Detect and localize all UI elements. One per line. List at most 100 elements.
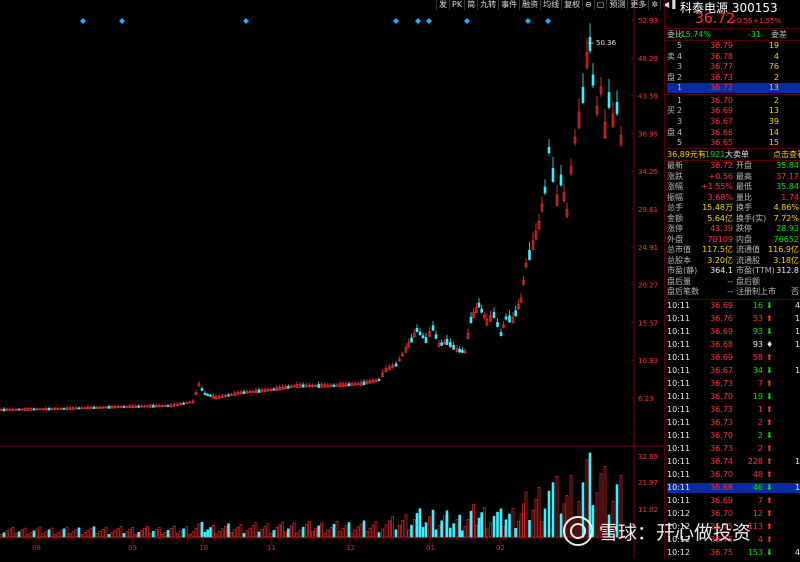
toolbar-item-jian[interactable]: 简 [464, 0, 477, 10]
volume-bar [125, 531, 129, 538]
toolbar-item-fuquan[interactable]: 复权 [561, 0, 582, 10]
volume-bar [496, 511, 499, 538]
volume-bar [455, 519, 459, 538]
trade-tick-row: 10:12 36.75 153 ⬇ 4 [667, 548, 800, 558]
stat-value: 3.20亿 [707, 255, 733, 265]
tick-price: 36.73 [710, 444, 733, 453]
bid-level-num: 4 [677, 128, 683, 137]
candle-body [128, 405, 132, 409]
candle-body [172, 404, 176, 407]
candle-body [540, 203, 544, 212]
toolbar-icon-expand[interactable]: ◀▐ [660, 0, 677, 10]
toolbar-icon-lock[interactable]: ⊖ [582, 0, 594, 10]
ask-price: 36.78 [710, 52, 733, 61]
kline-chart[interactable]: 52.93 48.29 43.59 38.95 34.25 29.61 24.91 20.27… [0, 0, 664, 558]
tick-direction-icon: ⬆ [766, 470, 773, 479]
candle-body [0, 409, 3, 411]
trade-tick-row: 10:11 36.69 7 ⬆ [667, 496, 800, 506]
toolbar-item-pk[interactable]: PK [449, 0, 464, 10]
trade-tick-row: 10:12 36.70 12 ⬆ [667, 509, 800, 519]
volume-bar [275, 527, 279, 538]
volume-bar [368, 527, 372, 538]
volume-bar [113, 530, 117, 538]
candle-body [47, 408, 51, 411]
toolbar-item-shijian[interactable]: 事件 [498, 0, 519, 10]
candle-body [185, 402, 189, 404]
candle-body [449, 342, 452, 348]
volume-bar [245, 530, 249, 538]
weibi-row: 委比 -15.74% -31 委差 [667, 30, 800, 40]
toolbar-item-yuce[interactable]: 预测 [606, 0, 627, 10]
toolbar-item-fa[interactable]: 发 [436, 0, 449, 10]
event-marker-icon [119, 18, 125, 24]
bid-volume: 39 [768, 117, 779, 126]
candle-body [522, 280, 525, 285]
tick-direction-icon: ⬇ [766, 431, 773, 440]
volume-bar [119, 526, 123, 538]
volume-bar [11, 526, 15, 538]
stat-label: 总手 [667, 203, 683, 212]
volume-bar [203, 531, 207, 538]
tick-direction-icon: ⬆ [766, 457, 773, 466]
candle-body [89, 406, 93, 410]
volume-bar [353, 529, 357, 538]
volume-bar [263, 526, 267, 538]
candle-body [245, 391, 249, 394]
volume-bar [191, 531, 195, 538]
stat-label: 盘后量 [667, 276, 691, 286]
trade-tick-row: 10:11 36.73 2 ⬆ [667, 444, 800, 454]
candle-body [381, 372, 384, 378]
trade-tick-row: 10:11 36.73 7 ⬆ [667, 379, 800, 389]
toolbar-item-jiuzhuan[interactable]: 九转 [477, 0, 498, 10]
volume-bar [188, 533, 192, 538]
stat-value: 5.64亿 [707, 213, 733, 223]
toolbar-icon-camera[interactable]: ▢ [593, 0, 607, 10]
candle-body [475, 307, 478, 313]
candle-body [410, 337, 413, 343]
volume-bar [74, 529, 78, 538]
candle-body [463, 350, 467, 354]
candle-body [143, 405, 146, 408]
volume-bar [381, 528, 384, 538]
toolbar-item-gengduo[interactable]: 更多 [627, 0, 648, 10]
candle-body [62, 408, 66, 410]
big-order-link[interactable]: 点击查看 [773, 150, 800, 159]
volume-bar [528, 520, 531, 538]
volume-bar [110, 532, 114, 538]
candle-body [53, 408, 57, 411]
volume-bar [128, 529, 132, 538]
tick-time: 10:12 [667, 535, 691, 544]
volume-bar [502, 526, 505, 538]
volume-bar [412, 519, 416, 538]
candle-body [230, 394, 233, 396]
stat-row: 涨幅 +1.55% 最低 35.84 [667, 182, 800, 192]
tick-volume: 34 [752, 366, 763, 375]
candle-body [236, 392, 240, 396]
candle-body [407, 342, 411, 348]
candle-body [116, 406, 120, 409]
toolbar-item-junxian[interactable]: 均线 [540, 0, 561, 10]
candle-body [585, 52, 589, 68]
candle-body [524, 263, 528, 267]
candle-body [104, 406, 108, 409]
candle-body [591, 74, 595, 86]
stat-label: 涨幅 [667, 182, 683, 191]
bid-level-num: 5 [677, 138, 683, 147]
volume-bar [475, 524, 478, 538]
toolbar-icon-gear[interactable]: ✲ [648, 0, 660, 10]
panel-separator [665, 148, 800, 149]
candle-body [528, 250, 531, 260]
bid-price: 36.66 [710, 128, 733, 137]
tick-volume: 12 [752, 509, 763, 518]
stat-value: +0.56 [708, 171, 733, 181]
volume-bar [371, 524, 375, 538]
bid-level-num: 3 [677, 117, 683, 126]
candle-body [398, 358, 401, 362]
stat-value-2: 37.17 [776, 171, 799, 181]
bid-level-row: 1 36.70 2 [667, 96, 800, 106]
volume-bar [59, 530, 63, 538]
candle-body [220, 395, 224, 398]
volume-bar [166, 529, 170, 538]
candle-body [499, 332, 503, 336]
toolbar-item-rongzi[interactable]: 融资 [519, 0, 540, 10]
